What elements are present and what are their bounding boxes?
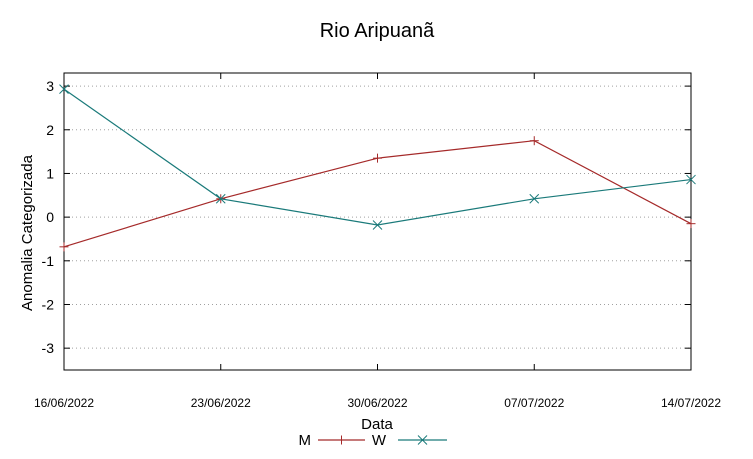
plus-marker — [337, 435, 346, 445]
y-axis-label: Anomalia Categorizada — [19, 154, 36, 311]
chart-title: Rio Aripuanã — [320, 20, 435, 42]
legend-item: M — [299, 432, 365, 449]
y-tick-label: 3 — [46, 78, 54, 94]
x-axis: 16/06/2022 23/06/2022 30/06/2022 07/07/2022… — [34, 73, 721, 410]
plus-marker — [529, 136, 539, 146]
cross-marker — [59, 84, 69, 95]
y-tick-label: -1 — [42, 253, 55, 269]
cross-marker — [686, 174, 696, 185]
y-axis: 3 2 1 0 -1 -2 -3 — [42, 78, 691, 356]
plus-marker — [373, 153, 382, 163]
cross-marker — [529, 193, 540, 204]
y-tick-label: -2 — [42, 296, 55, 312]
x-tick-label: 07/07/2022 — [504, 396, 564, 410]
legend-label: M — [299, 432, 312, 449]
grid-lines — [64, 85, 691, 349]
x-tick-label: 14/07/2022 — [661, 396, 721, 410]
series-layer — [59, 84, 696, 252]
y-tick-label: 2 — [46, 122, 54, 138]
x-axis-label: Data — [361, 416, 393, 433]
x-tick-label: 30/06/2022 — [347, 396, 407, 410]
cross-marker — [372, 220, 383, 230]
y-tick-label: 0 — [46, 209, 54, 225]
x-tick-label: 23/06/2022 — [191, 396, 251, 410]
plus-marker — [59, 242, 69, 252]
plot-area — [63, 72, 692, 371]
plus-marker — [686, 219, 696, 229]
series-w — [59, 84, 696, 230]
y-tick-label: -3 — [42, 340, 55, 356]
cross-marker — [215, 193, 226, 204]
x-tick-label: 16/06/2022 — [34, 396, 94, 410]
y-tick-label: 1 — [46, 165, 54, 181]
cross-marker — [417, 435, 428, 445]
series-m — [59, 136, 696, 252]
legend-item: W — [372, 432, 447, 449]
legend-label: W — [372, 432, 387, 449]
